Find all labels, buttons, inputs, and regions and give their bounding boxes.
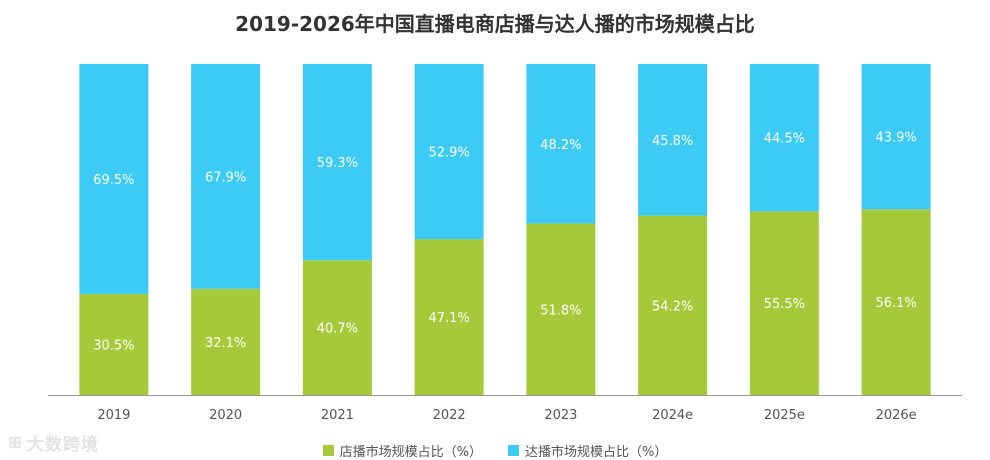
legend: 店播市场规模占比（%） 达播市场规模占比（%）	[0, 441, 990, 460]
data-label-store-2023: 51.8%	[540, 303, 581, 318]
data-label-influencer-2019: 69.5%	[93, 173, 134, 188]
data-label-store-2026e: 56.1%	[875, 296, 916, 311]
watermark: ꕥ 大数跨境	[8, 430, 99, 456]
legend-label-store: 店播市场规模占比（%）	[339, 445, 482, 460]
legend-item-influencer: 达播市场规模占比（%）	[508, 441, 667, 460]
data-label-store-2019: 30.5%	[93, 339, 134, 354]
bar-store-2024e	[638, 215, 708, 395]
bar-influencer-2019	[79, 64, 149, 295]
data-label-influencer-2022: 52.9%	[428, 146, 469, 161]
bar-store-2025e	[749, 211, 819, 395]
bar-influencer-2025e	[749, 64, 819, 212]
data-label-influencer-2024e: 45.8%	[652, 134, 693, 149]
bar-influencer-2021	[302, 64, 372, 261]
bar-store-2020	[191, 288, 261, 395]
bar-influencer-2026e	[861, 64, 931, 210]
bar-store-2021	[302, 260, 372, 395]
data-label-store-2022: 47.1%	[428, 311, 469, 326]
logo-icon: ꕥ	[8, 433, 23, 452]
legend-swatch-store	[322, 445, 334, 456]
bar-store-2023	[526, 223, 596, 395]
x-tick-label-2023: 2023	[544, 408, 577, 423]
data-label-store-2021: 40.7%	[317, 322, 358, 337]
data-label-store-2020: 32.1%	[205, 336, 246, 351]
x-tick-label-2022: 2022	[433, 408, 466, 423]
data-label-influencer-2021: 59.3%	[317, 156, 358, 171]
legend-swatch-influencer	[508, 445, 519, 456]
bar-influencer-2024e	[638, 64, 708, 216]
x-tick-label-2021: 2021	[321, 408, 354, 423]
bar-influencer-2023	[526, 64, 596, 224]
data-label-influencer-2023: 48.2%	[540, 138, 581, 153]
chart-title: 2019-2026年中国直播电商店播与达人播的市场规模占比	[235, 12, 755, 36]
data-label-influencer-2025e: 44.5%	[764, 132, 805, 147]
x-tick-label-2026e: 2026e	[876, 408, 917, 423]
watermark-text: 大数跨境	[26, 435, 99, 455]
data-label-store-2025e: 55.5%	[764, 297, 805, 312]
bar-influencer-2022	[414, 64, 484, 240]
legend-label-influencer: 达播市场规模占比（%）	[525, 445, 668, 460]
legend-item-store: 店播市场规模占比（%）	[322, 441, 482, 460]
bar-store-2026e	[861, 209, 931, 395]
bar-store-2019	[79, 294, 149, 395]
data-label-influencer-2020: 67.9%	[205, 170, 246, 185]
bar-influencer-2020	[191, 64, 261, 289]
data-label-influencer-2026e: 43.9%	[875, 131, 916, 146]
data-label-store-2024e: 54.2%	[652, 299, 693, 314]
x-tick-label-2019: 2019	[97, 408, 130, 423]
bar-store-2022	[414, 239, 484, 395]
x-tick-label-2025e: 2025e	[764, 408, 805, 423]
x-tick-label-2024e: 2024e	[652, 408, 693, 423]
x-tick-label-2020: 2020	[209, 408, 242, 423]
